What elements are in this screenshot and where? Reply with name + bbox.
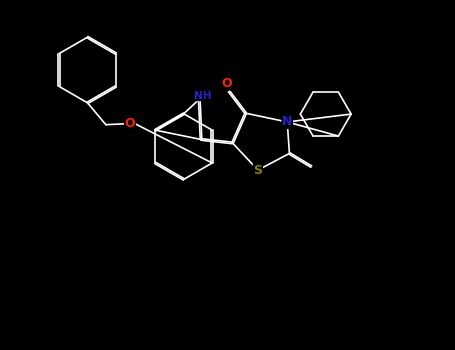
Text: N: N	[282, 116, 293, 128]
Text: O: O	[125, 117, 135, 130]
Text: O: O	[222, 77, 232, 90]
Text: S: S	[253, 163, 263, 177]
Text: NH: NH	[194, 91, 212, 101]
